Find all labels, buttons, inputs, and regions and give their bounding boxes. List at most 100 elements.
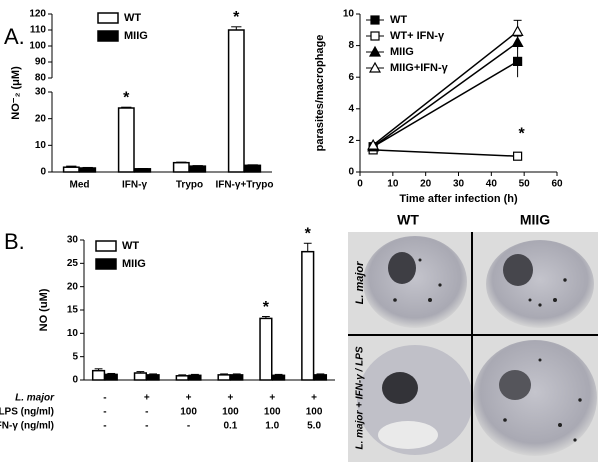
x-tick-label: - xyxy=(145,407,148,418)
cell xyxy=(363,236,467,328)
nucleus xyxy=(503,254,533,286)
x-tick-label: + xyxy=(186,393,192,404)
y-tick-label: 0 xyxy=(348,167,354,178)
y-tick-label: 90 xyxy=(35,57,47,68)
x-tick-label: 10 xyxy=(387,179,399,190)
bar xyxy=(301,250,315,381)
x-tick-label: - xyxy=(187,421,190,432)
bar xyxy=(189,165,207,173)
x-tick-label: Trypo xyxy=(176,180,203,191)
x-tick-label: 5.0 xyxy=(307,421,321,432)
row-label: IFN-γ (ng/ml) xyxy=(0,421,54,432)
cell xyxy=(473,340,597,456)
bar xyxy=(79,167,97,173)
x-tick-label: IFN-γ xyxy=(122,180,147,191)
y-tick-label: 2 xyxy=(348,135,354,146)
marker xyxy=(367,138,380,150)
y-tick-label: 80 xyxy=(35,73,47,84)
legend-label: MIIG xyxy=(122,258,146,270)
series-line xyxy=(373,149,518,157)
y-tick-label: 110 xyxy=(30,25,47,36)
y-tick-label: 120 xyxy=(29,9,46,20)
series-line xyxy=(372,41,519,148)
y-tick-label: 15 xyxy=(67,305,79,316)
legend-marker xyxy=(370,15,380,25)
bar xyxy=(62,166,80,173)
y-tick-label: 10 xyxy=(343,9,355,20)
x-tick-label: 0.1 xyxy=(223,421,237,432)
bar xyxy=(230,374,244,381)
y-tick-label: 20 xyxy=(35,113,47,124)
bar xyxy=(117,107,135,173)
x-tick-label: 50 xyxy=(519,179,531,190)
x-tick-label: 100 xyxy=(264,407,281,418)
image-column-label: WT xyxy=(397,212,419,228)
x-tick-label: + xyxy=(227,393,233,404)
y-axis-label: parasites/macrophage xyxy=(314,35,326,152)
nucleus xyxy=(499,370,531,400)
legend-label: MIIG+IFN-γ xyxy=(390,62,449,74)
x-tick-label: 1.0 xyxy=(265,421,279,432)
bar xyxy=(188,374,202,381)
legend-label: MIIG xyxy=(390,46,414,58)
annotation: * xyxy=(233,9,240,26)
x-tick-label: 60 xyxy=(551,179,563,190)
x-tick-label: 20 xyxy=(420,179,432,190)
x-tick-label: 0 xyxy=(357,179,363,190)
panel-label: A. xyxy=(4,24,25,49)
legend-swatch xyxy=(95,240,117,252)
x-axis-label: Time after infection (h) xyxy=(399,193,518,205)
y-tick-label: 20 xyxy=(67,281,79,292)
annotation: * xyxy=(518,125,525,142)
bar xyxy=(134,168,152,173)
bar xyxy=(133,372,147,381)
legend-label: WT xyxy=(122,240,139,252)
legend-swatch xyxy=(95,258,117,270)
y-tick-label: 10 xyxy=(35,140,47,151)
y-tick-label: 25 xyxy=(67,258,79,269)
image-column-label: MIIG xyxy=(520,212,550,228)
y-axis-label: NO⁻₂ (μM) xyxy=(10,66,22,120)
bar xyxy=(227,29,245,173)
series-line xyxy=(372,30,519,146)
parasites xyxy=(393,258,582,442)
y-tick-label: 0 xyxy=(40,167,46,178)
x-tick-label: - xyxy=(103,421,106,432)
y-axis-label: NO (uM) xyxy=(38,288,50,331)
bar xyxy=(172,161,190,173)
marker xyxy=(512,56,523,67)
legend-marker xyxy=(370,31,380,41)
cell xyxy=(486,240,594,328)
x-tick-label: 100 xyxy=(180,407,197,418)
y-tick-label: 4 xyxy=(348,103,354,114)
y-tick-label: 30 xyxy=(35,87,47,98)
x-tick-label: 30 xyxy=(453,179,465,190)
x-tick-label: + xyxy=(269,393,275,404)
image-row-label: L. major xyxy=(354,261,366,305)
y-tick-label: 6 xyxy=(348,72,354,83)
x-tick-label: 100 xyxy=(222,407,239,418)
x-tick-label: - xyxy=(145,421,148,432)
marker xyxy=(512,151,523,161)
bar xyxy=(272,374,286,381)
bar xyxy=(146,374,160,381)
y-tick-label: 5 xyxy=(72,351,78,362)
y-tick-label: 10 xyxy=(67,328,79,339)
series-line xyxy=(372,60,518,148)
x-tick-label: IFN-γ+Trypo xyxy=(215,180,273,191)
legend-label: WT xyxy=(124,12,141,24)
micrographs: WT MIIG L. major L. major + IFN-γ / LPS xyxy=(348,212,598,462)
y-tick-label: 0 xyxy=(72,375,78,386)
x-tick-label: - xyxy=(103,407,106,418)
y-tick-label: 30 xyxy=(67,235,79,246)
y-tick-label: 100 xyxy=(29,41,46,52)
annotation: * xyxy=(263,299,270,316)
row-label: LPS (ng/ml) xyxy=(0,407,54,418)
row-label: L. major xyxy=(15,393,55,404)
nucleus xyxy=(382,372,418,404)
legend-label: WT+ IFN-γ xyxy=(390,30,445,42)
x-tick-label: - xyxy=(103,393,106,404)
x-tick-label: Med xyxy=(70,180,90,191)
annotation: * xyxy=(123,89,130,106)
nucleus xyxy=(388,252,416,284)
